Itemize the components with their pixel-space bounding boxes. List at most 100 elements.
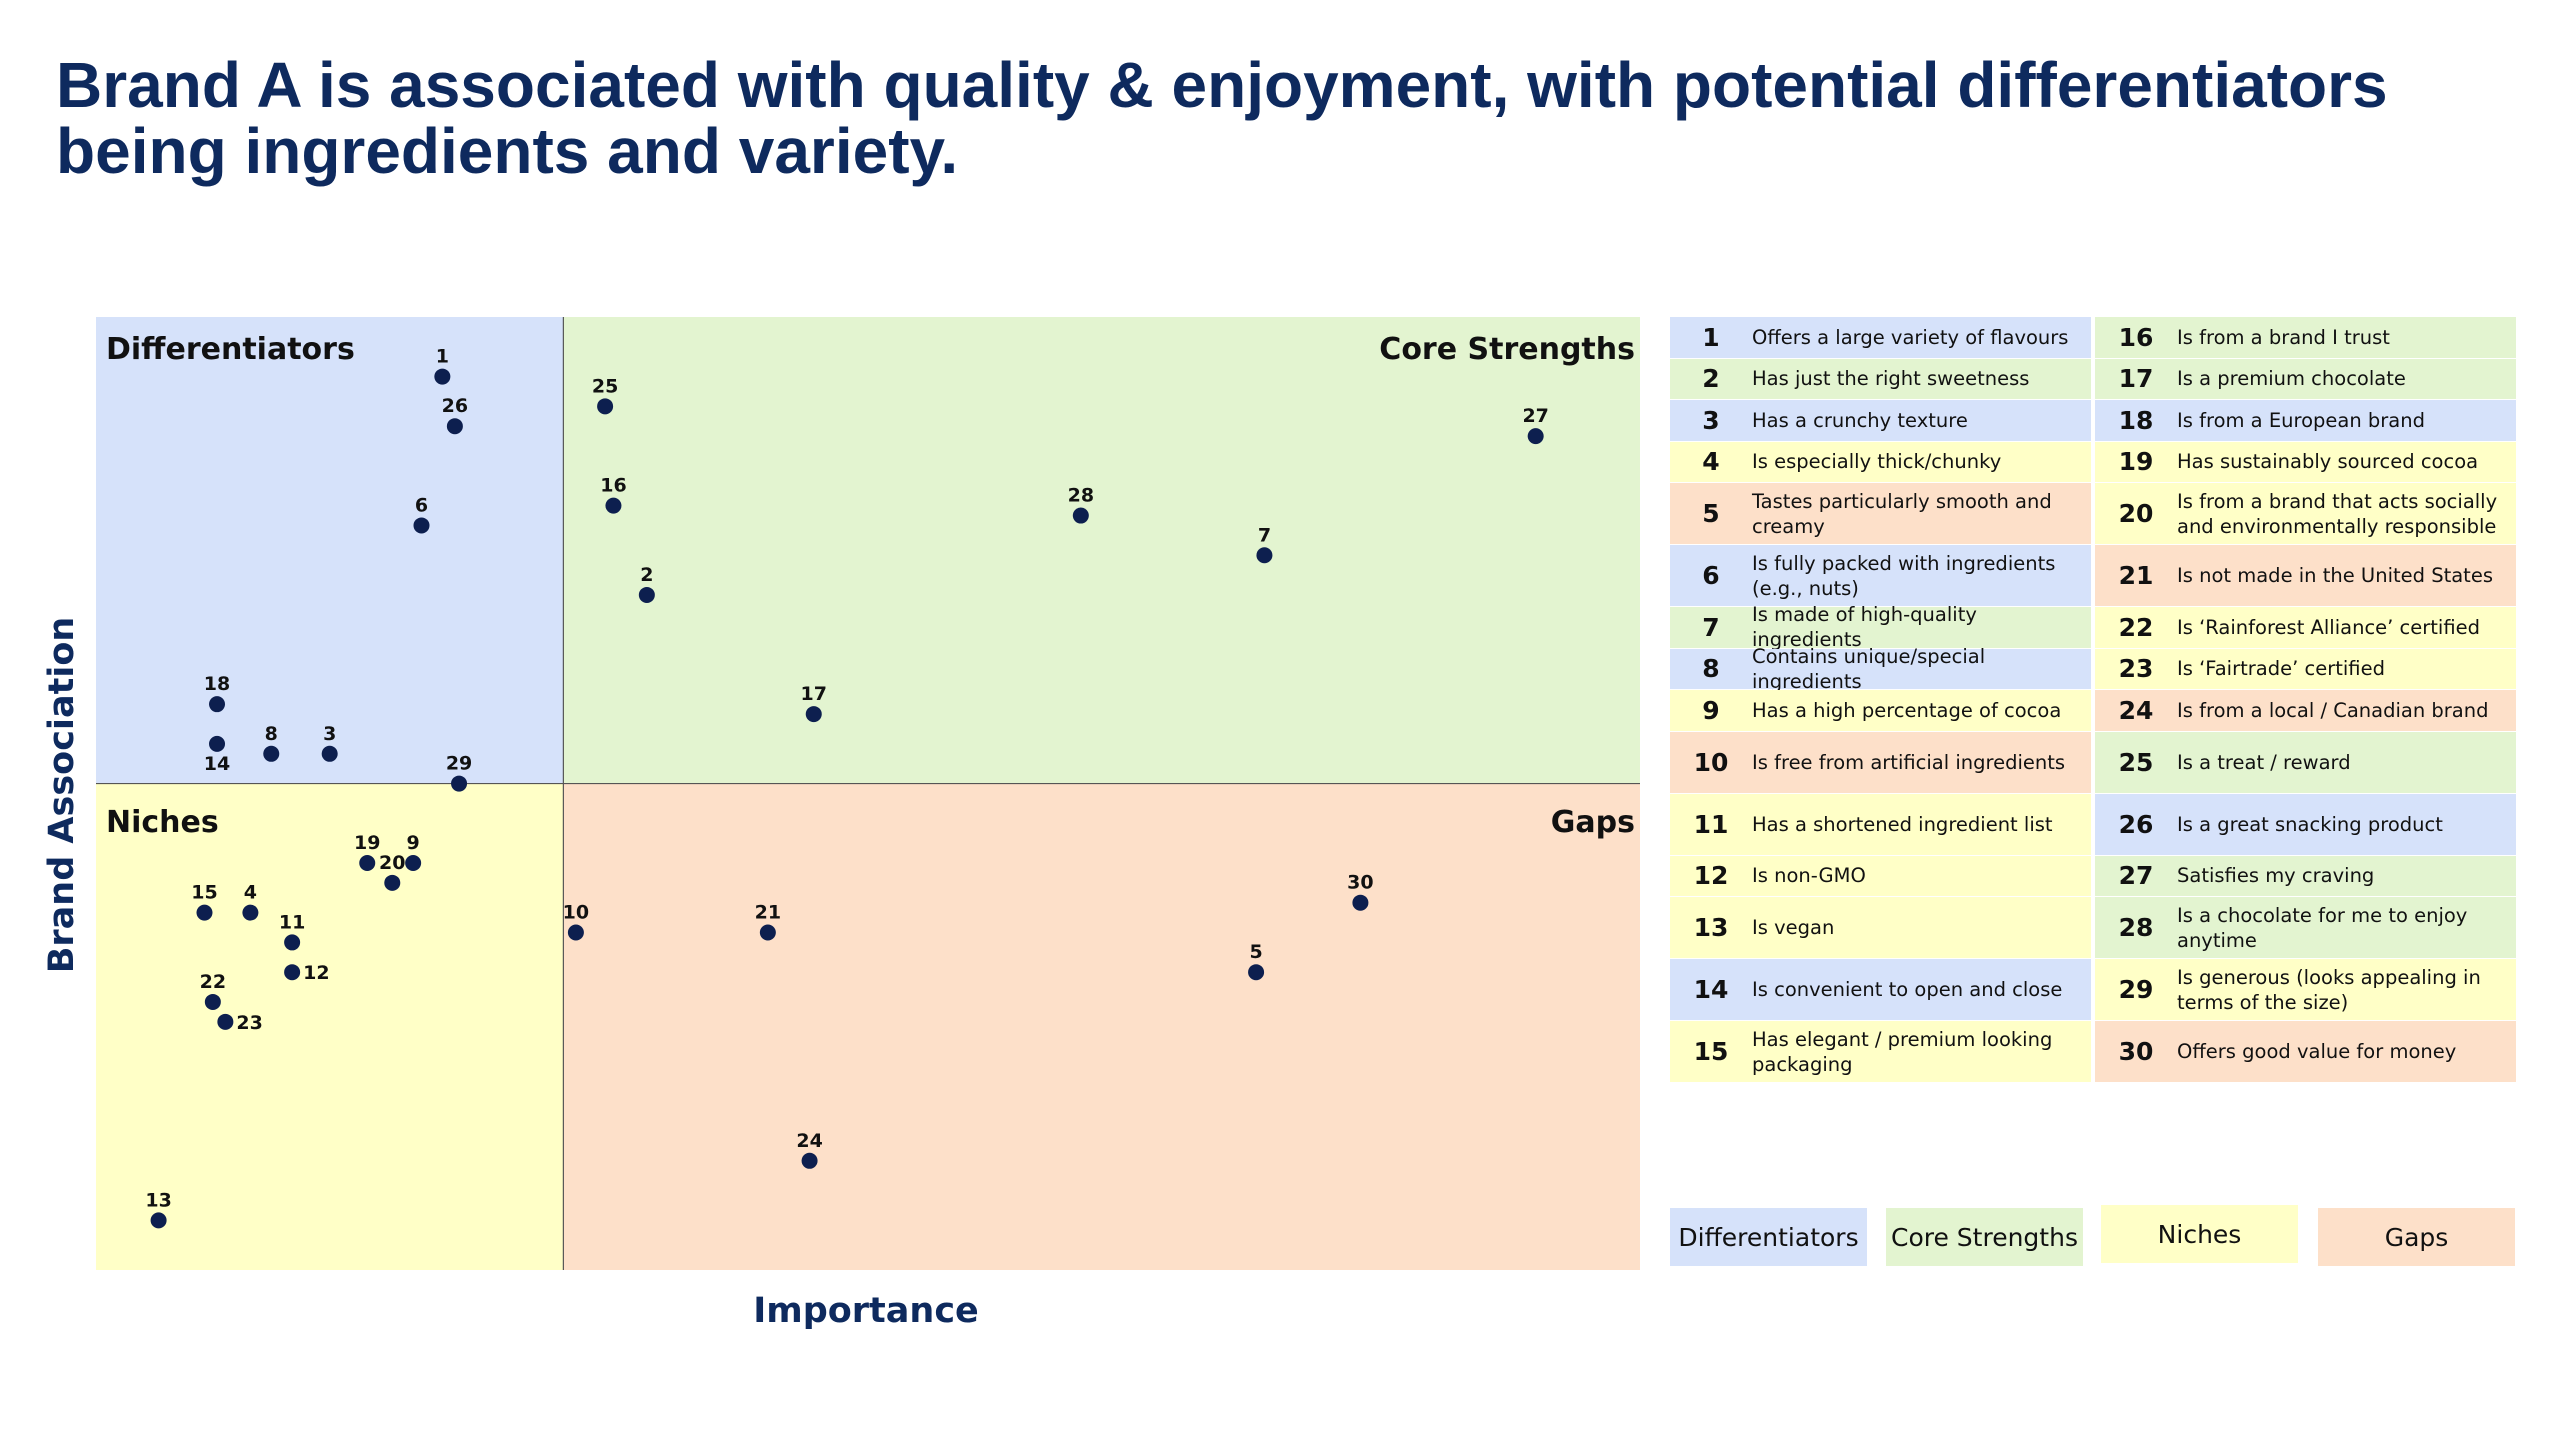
legend-item-23: 23 Is ‘Fairtrade’ certified bbox=[2095, 648, 2516, 690]
legend-item-text: Is especially thick/chunky bbox=[1752, 450, 2002, 474]
data-label-26: 26 bbox=[442, 395, 468, 417]
data-label-15: 15 bbox=[191, 882, 217, 904]
key-niches: Niches bbox=[2101, 1205, 2298, 1263]
legend-item-number: 16 bbox=[2118, 322, 2154, 352]
legend-item-text: Has just the right sweetness bbox=[1752, 367, 2030, 391]
data-label-11: 11 bbox=[279, 911, 305, 933]
quadrant-label-niches: Niches bbox=[106, 805, 219, 840]
page-title: Brand A is associated with quality & enj… bbox=[56, 49, 2388, 187]
legend-item-text: Is convenient to open and close bbox=[1752, 978, 2063, 1001]
legend-item-3: 3 Has a crunchy texture bbox=[1670, 400, 2091, 442]
legend-item-number: 13 bbox=[1693, 913, 1729, 942]
data-point-28 bbox=[1072, 507, 1089, 524]
data-label-29: 29 bbox=[446, 753, 472, 775]
legend-item-text: Has elegant / premium looking packaging bbox=[1752, 1027, 2053, 1076]
legend-item-text: Is a treat / reward bbox=[2177, 750, 2351, 774]
legend-item-text: Is free from artificial ingredients bbox=[1752, 750, 2066, 774]
data-point-27 bbox=[1527, 428, 1544, 445]
legend-item-text: Is a premium chocolate bbox=[2177, 367, 2406, 391]
y-axis-title: Brand Association bbox=[42, 616, 82, 974]
legend-item-text: Contains unique/special ingredients bbox=[1752, 644, 1986, 693]
data-point-25 bbox=[597, 398, 614, 415]
data-label-13: 13 bbox=[145, 1189, 171, 1211]
data-label-10: 10 bbox=[563, 901, 589, 923]
data-point-4 bbox=[242, 904, 259, 921]
legend-item-30: 30 Offers good value for money bbox=[2095, 1021, 2516, 1083]
attribute-legend: 1 Offers a large variety of flavours 16 Is … bbox=[1670, 317, 2516, 1083]
legend-item-10: 10 Is free from artificial ingredients bbox=[1670, 731, 2091, 794]
data-point-6 bbox=[413, 517, 430, 534]
legend-item-number: 20 bbox=[2118, 499, 2154, 528]
data-points: 1234567891011121314151617181920212223242… bbox=[145, 346, 1549, 1229]
legend-item-number: 7 bbox=[1702, 612, 1720, 642]
legend-item-number: 11 bbox=[1693, 809, 1729, 839]
legend-item-number: 29 bbox=[2118, 975, 2154, 1004]
data-point-9 bbox=[405, 854, 422, 871]
data-point-21 bbox=[759, 924, 776, 941]
data-point-18 bbox=[209, 696, 226, 713]
legend-item-7: 7 Is made of high-quality ingredients bbox=[1670, 603, 2091, 651]
data-label-5: 5 bbox=[1249, 941, 1262, 963]
data-label-28: 28 bbox=[1068, 485, 1094, 507]
data-label-12: 12 bbox=[303, 962, 329, 984]
legend-item-number: 18 bbox=[2118, 405, 2154, 435]
data-label-25: 25 bbox=[592, 375, 618, 397]
legend-item-text: Is ‘Rainforest Alliance’ certified bbox=[2177, 615, 2481, 639]
legend-item-22: 22 Is ‘Rainforest Alliance’ certified bbox=[2095, 607, 2516, 649]
legend-item-text: Offers a large variety of flavours bbox=[1752, 325, 2069, 349]
data-point-23 bbox=[217, 1013, 234, 1030]
data-point-8 bbox=[263, 745, 280, 762]
legend-item-number: 10 bbox=[1693, 747, 1729, 777]
data-point-7 bbox=[1256, 547, 1273, 564]
legend-item-number: 6 bbox=[1702, 561, 1720, 590]
legend-item-text: Is a great snacking product bbox=[2177, 812, 2443, 836]
legend-item-number: 8 bbox=[1702, 654, 1720, 684]
data-label-14: 14 bbox=[204, 753, 230, 775]
data-point-26 bbox=[446, 418, 463, 435]
data-point-14 bbox=[209, 735, 226, 752]
legend-item-number: 28 bbox=[2118, 913, 2154, 942]
legend-item-number: 3 bbox=[1702, 405, 1720, 435]
data-label-4: 4 bbox=[244, 882, 257, 904]
data-point-24 bbox=[801, 1152, 818, 1169]
legend-item-20: 20 Is from a brand that acts socially and… bbox=[2095, 483, 2516, 545]
data-label-17: 17 bbox=[801, 683, 827, 705]
legend-item-number: 9 bbox=[1702, 695, 1720, 725]
data-label-24: 24 bbox=[796, 1130, 822, 1152]
quadrant-gaps bbox=[563, 783, 1640, 1270]
data-point-17 bbox=[805, 706, 822, 723]
legend-item-text: Is fully packed with ingredients (e.g., … bbox=[1752, 551, 2056, 600]
legend-item-text: Is from a brand I trust bbox=[2177, 325, 2390, 349]
data-point-22 bbox=[204, 993, 221, 1010]
legend-item-2: 2 Has just the right sweetness bbox=[1670, 358, 2091, 400]
legend-item-text: Has a crunchy texture bbox=[1752, 408, 1968, 432]
legend-item-18: 18 Is from a European brand bbox=[2095, 400, 2516, 442]
legend-item-text: Is vegan bbox=[1752, 916, 1835, 939]
legend-item-19: 19 Has sustainably sourced cocoa bbox=[2095, 441, 2516, 483]
legend-item-number: 21 bbox=[2118, 561, 2154, 590]
legend-item-text: Is made of high-quality ingredients bbox=[1752, 603, 1977, 652]
key-gaps: Gaps bbox=[2318, 1208, 2515, 1266]
quadrant-label-gaps: Gaps bbox=[1550, 805, 1635, 840]
legend-item-5: 5 Tastes particularly smooth and creamy bbox=[1670, 483, 2091, 545]
data-point-15 bbox=[196, 904, 213, 921]
data-label-16: 16 bbox=[600, 475, 626, 497]
legend-item-number: 1 bbox=[1702, 322, 1720, 352]
quadrant-niches bbox=[96, 783, 564, 1270]
data-label-3: 3 bbox=[323, 723, 336, 745]
data-label-18: 18 bbox=[204, 673, 230, 695]
data-label-7: 7 bbox=[1258, 524, 1271, 546]
legend-item-12: 12 Is non-GMO bbox=[1670, 855, 2091, 897]
data-point-13 bbox=[150, 1212, 167, 1229]
quadrant-core-strengths bbox=[563, 317, 1640, 784]
data-label-19: 19 bbox=[354, 832, 380, 854]
legend-item-text: Satisfies my craving bbox=[2177, 864, 2375, 888]
legend-item-text: Is a chocolate for me to enjoy anytime bbox=[2177, 903, 2468, 952]
legend-item-24: 24 Is from a local / Canadian brand bbox=[2095, 690, 2516, 732]
quadrant-label-core-strengths: Core Strengths bbox=[1379, 332, 1635, 367]
legend-item-number: 14 bbox=[1693, 975, 1729, 1004]
data-label-2: 2 bbox=[640, 564, 653, 586]
legend-item-number: 15 bbox=[1693, 1037, 1729, 1066]
data-label-8: 8 bbox=[265, 723, 278, 745]
